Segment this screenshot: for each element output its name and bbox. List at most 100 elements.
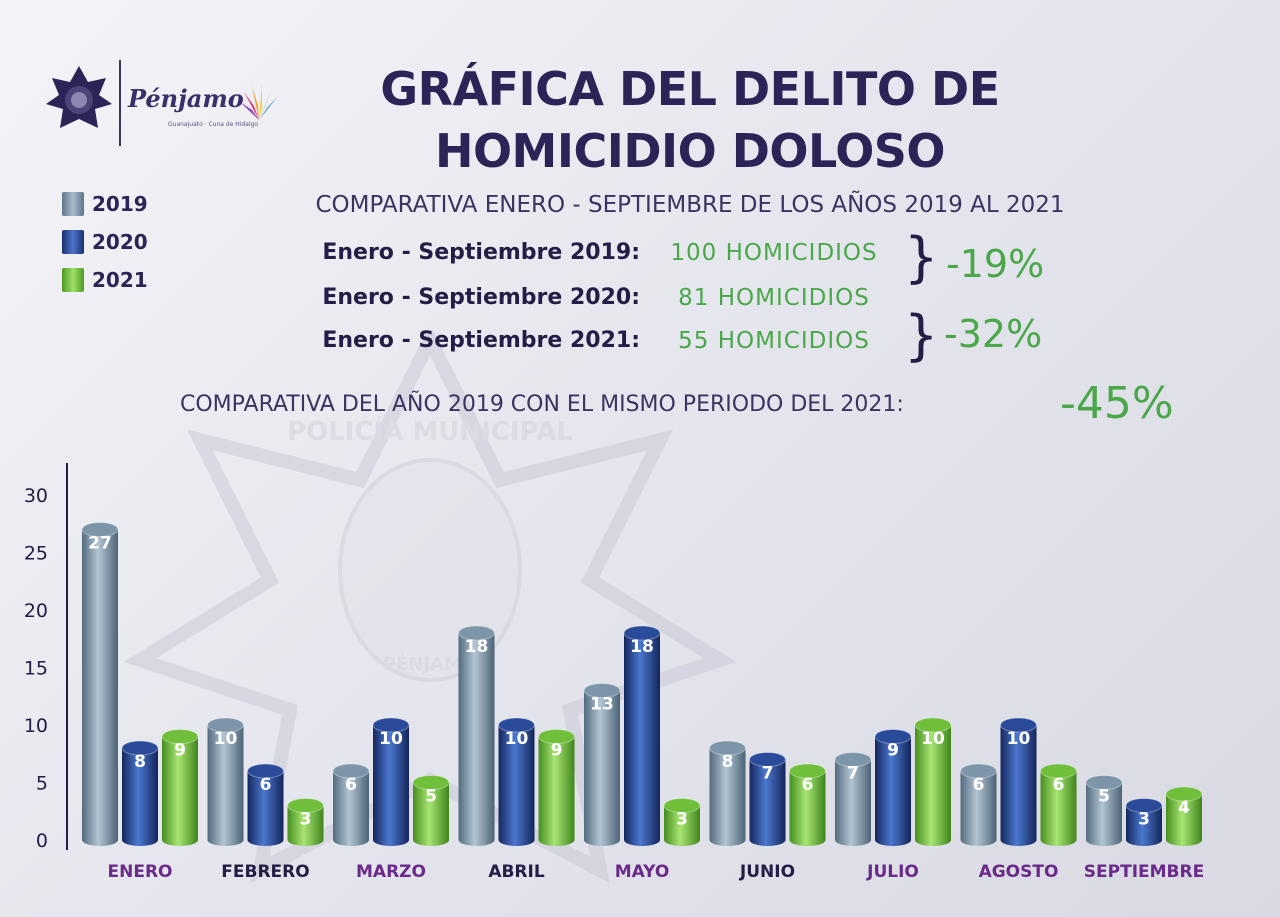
bar-value-label: 9 [887, 741, 899, 761]
bar-2020-agosto [1000, 725, 1037, 840]
y-tick-label: 10 [24, 715, 48, 737]
bar-cap-2019-marzo [332, 763, 370, 779]
bar-value-label: 27 [88, 534, 112, 554]
bar-2021-septiembre [1166, 794, 1202, 840]
bar-base-2021-agosto [1040, 834, 1077, 846]
bar-value-label: 3 [1138, 810, 1150, 830]
bar-base-2021-julio [915, 834, 951, 846]
page-title: GRÁFICA DEL DELITO DE HOMICIDIO DOLOSO [300, 58, 1080, 182]
bar-2020-febrero [247, 771, 284, 840]
bar-cap-2021-abril [538, 729, 575, 744]
bar-base-2020-septiembre [1126, 834, 1162, 846]
bar-value-label: 10 [214, 729, 238, 749]
bar-2020-enero [122, 748, 158, 840]
y-tick-label: 25 [24, 543, 48, 565]
bar-2020-julio [875, 736, 911, 840]
x-category-label: ABRIL [488, 862, 545, 882]
bar-2019-julio [835, 759, 871, 840]
x-category-label: ENERO [108, 862, 173, 882]
bar-base-2019-agosto [960, 834, 997, 846]
bar-2020-abril [498, 725, 535, 840]
bar-cap-2019-septiembre [1085, 775, 1123, 790]
bar-value-label: 18 [465, 637, 489, 657]
x-category-label: AGOSTO [979, 862, 1059, 882]
bar-cap-2021-enero [161, 729, 199, 744]
homicide-bar-chart: 0 5 10 15 20 25 30 27 8 9 ENERO 10 6 3 FEBRERO 6 10 5 MAR… [24, 463, 1204, 882]
bar-value-label: 7 [762, 764, 774, 784]
row-value-2019: 100 HOMICIDIOS [670, 240, 878, 266]
comparison-label: COMPARATIVA DEL AÑO 2019 CON EL MISMO PE… [180, 392, 904, 417]
y-tick-label: 20 [24, 600, 48, 622]
bar-base-2019-julio [835, 834, 871, 846]
bar-base-2020-abril [498, 834, 535, 846]
bar-2020-mayo [624, 633, 660, 840]
bar-cap-2019-agosto [960, 763, 997, 779]
bar-base-2020-julio [875, 834, 911, 846]
bar-cap-2019-febrero [207, 717, 244, 733]
y-tick-label: 15 [24, 658, 48, 680]
bar-2019-mayo [584, 690, 620, 840]
bar-value-label: 10 [505, 729, 529, 749]
title-line-2: HOMICIDIO DOLOSO [434, 124, 946, 178]
penjamo-logo-text: Pénjamo [128, 84, 244, 113]
legend-swatch-2019 [62, 192, 84, 216]
title-line-1: GRÁFICA DEL DELITO DE [380, 62, 1000, 116]
bar-value-label: 10 [1007, 729, 1031, 749]
comparison-subtitle: COMPARATIVA ENERO - SEPTIEMBRE DE LOS AÑ… [315, 192, 1065, 218]
row-value-2021: 55 HOMICIDIOS [678, 328, 870, 354]
bar-base-2019-septiembre [1086, 834, 1122, 846]
legend-item-2020: 2020 [62, 230, 148, 254]
bar-value-label: 6 [1053, 775, 1065, 795]
bar-value-label: 9 [174, 741, 186, 761]
bar-base-2021-enero [162, 834, 198, 846]
x-category-label: SEPTIEMBRE [1084, 862, 1204, 882]
bar-value-label: 6 [260, 775, 272, 795]
bar-base-2019-junio [709, 834, 746, 846]
bar-value-label: 9 [551, 741, 563, 761]
x-category-label: MARZO [356, 862, 426, 882]
bar-base-2021-marzo [413, 834, 449, 846]
bar-2019-septiembre [1086, 782, 1122, 840]
bar-value-label: 6 [802, 775, 814, 795]
bar-base-2020-junio [749, 834, 786, 846]
bar-base-2020-marzo [373, 834, 409, 846]
bar-value-label: 5 [425, 787, 437, 807]
bar-value-label: 10 [379, 729, 403, 749]
bar-value-label: 6 [973, 775, 985, 795]
bar-2021-junio [789, 771, 826, 840]
row-value-2020: 81 HOMICIDIOS [678, 285, 870, 311]
legend-item-2021: 2021 [62, 268, 148, 292]
bar-cap-2020-febrero [247, 763, 284, 779]
bar-value-label: 5 [1098, 787, 1110, 807]
bar-cap-2020-agosto [1000, 717, 1037, 733]
bar-value-label: 6 [345, 775, 357, 795]
bar-2021-enero [162, 736, 198, 840]
legend-label-2021: 2021 [92, 268, 148, 292]
brace-2019-2020: } [904, 226, 939, 289]
legend-swatch-2020 [62, 230, 84, 254]
legend-item-2019: 2019 [62, 192, 148, 216]
bar-cap-2021-septiembre [1165, 786, 1203, 802]
bar-2019-febrero [207, 725, 244, 840]
bar-value-label: 8 [134, 752, 146, 772]
police-badge-icon [46, 66, 112, 128]
bar-base-2019-enero [82, 834, 118, 846]
bar-base-2021-septiembre [1166, 834, 1202, 846]
row-label-2019: Enero - Septiembre 2019: [322, 240, 640, 265]
bar-2021-agosto [1040, 771, 1077, 840]
bar-2019-enero [82, 529, 118, 840]
watermark-text-top: POLICÍA MUNICIPAL [287, 415, 573, 447]
bar-value-label: 4 [1178, 798, 1190, 818]
bar-cap-2020-enero [121, 740, 159, 756]
x-category-label: JUNIO [739, 862, 795, 882]
bar-cap-2020-mayo [623, 625, 661, 641]
bar-2019-abril [458, 633, 495, 840]
bar-cap-2020-septiembre [1125, 798, 1163, 813]
x-category-label: JULIO [866, 862, 919, 882]
bar-base-2020-agosto [1000, 834, 1037, 846]
bar-cap-2019-junio [709, 740, 746, 756]
bar-2020-junio [749, 759, 786, 840]
watermark-text-bottom: PÉNJAMO [383, 653, 477, 675]
row-label-2020: Enero - Septiembre 2020: [322, 285, 640, 310]
y-tick-label: 5 [36, 773, 48, 795]
